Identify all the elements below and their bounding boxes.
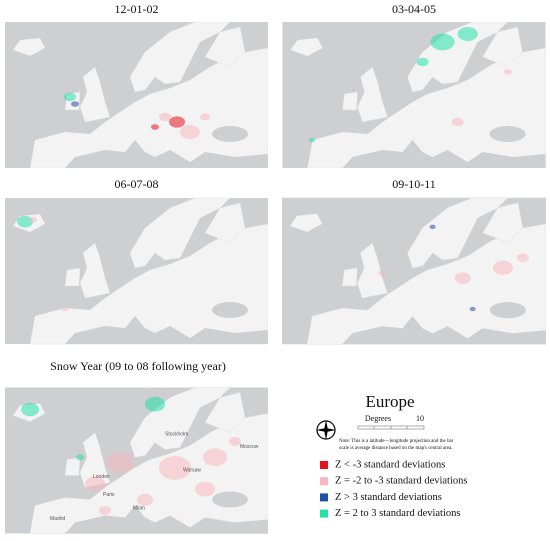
map-panel: 06-07-08: [5, 177, 268, 345]
anomaly-patch: [429, 224, 436, 229]
city-label: Paris: [103, 492, 115, 498]
anomaly-patch: [492, 260, 513, 276]
scale-label: Degrees: [365, 414, 391, 423]
map: [282, 22, 546, 168]
legend-title: Europe: [365, 392, 414, 411]
legend-label: Z > 3 standard deviations: [335, 492, 442, 503]
anomaly-patch: [503, 69, 512, 75]
anomaly-patch: [64, 92, 76, 102]
map-panel: 03-04-05: [282, 2, 546, 168]
anomaly-patch: [145, 396, 165, 412]
legend-label: Z = -2 to -3 standard deviations: [335, 476, 467, 487]
legend-swatch: [320, 461, 328, 469]
anomaly-patch: [378, 270, 387, 276]
scale-bar: [357, 425, 425, 430]
panel-title: 03-04-05: [392, 2, 436, 16]
anomaly-patch: [416, 57, 429, 67]
anomaly-patch: [200, 113, 210, 121]
anomaly-patch: [137, 493, 153, 506]
city-label: Milan: [133, 506, 145, 512]
map-panel: 12-01-02: [5, 2, 268, 168]
anomaly-patch: [85, 476, 105, 492]
anomaly-patch: [454, 272, 471, 284]
legend-label: Z < -3 standard deviations: [335, 459, 445, 470]
legend-swatch: [320, 509, 328, 518]
anomaly-patch: [76, 454, 84, 461]
city-label: Madrid: [50, 516, 66, 522]
anomaly-patch: [71, 101, 79, 107]
anomaly-patch: [21, 402, 39, 417]
anomaly-patch: [99, 505, 111, 515]
anomaly-patch: [195, 481, 215, 497]
panel-title: 09-10-11: [392, 177, 436, 191]
anomaly-patch: [180, 125, 200, 139]
anomaly-patch: [469, 306, 476, 312]
city-label: Warsaw: [183, 467, 201, 473]
note-line: scale is average distance based on the m…: [339, 446, 453, 451]
panel-title: Snow Year (09 to 08 following year): [50, 359, 226, 373]
panel-title: 12-01-02: [115, 2, 159, 16]
anomaly-patch: [229, 436, 241, 446]
anomaly-patch: [203, 448, 227, 467]
map-panel: Snow Year (09 to 08 following year) Londo…: [5, 359, 268, 535]
map: [5, 197, 268, 345]
anomaly-patch: [29, 216, 37, 223]
anomaly-patch: [430, 33, 455, 51]
compass: [316, 420, 336, 440]
legend-swatch: [320, 477, 328, 486]
map: [5, 22, 268, 168]
panel-title: 06-07-08: [115, 177, 159, 191]
city-label: Moscow: [240, 444, 259, 450]
city-label: London: [93, 474, 110, 480]
legend-swatch: [320, 493, 328, 502]
city-label: Stockholm: [165, 431, 188, 437]
anomaly-patch: [457, 27, 478, 41]
anomaly-patch: [516, 253, 529, 262]
anomaly-patch: [451, 117, 464, 127]
anomaly-patch: [309, 137, 316, 143]
anomaly-patch: [159, 456, 191, 480]
anomaly-patch: [159, 112, 171, 122]
note-line: Note: This is a latitude—longitude proje…: [339, 439, 454, 444]
map-panel: 09-10-11: [282, 177, 546, 345]
legend-label: Z = 2 to 3 standard deviations: [335, 508, 460, 519]
anomaly-patch: [151, 124, 159, 130]
anomaly-patch: [17, 215, 33, 228]
anomaly-patch: [106, 452, 134, 474]
anomaly-patch: [169, 116, 185, 128]
anomaly-patch: [62, 306, 68, 312]
scale-value: 10: [416, 414, 424, 423]
